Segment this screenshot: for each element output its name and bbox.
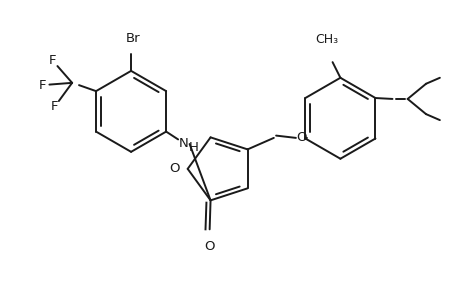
Text: F: F [51, 100, 58, 113]
Text: F: F [49, 54, 56, 67]
Text: CH₃: CH₃ [314, 33, 337, 46]
Text: N: N [179, 136, 188, 150]
Text: O: O [204, 240, 214, 253]
Text: F: F [39, 79, 46, 92]
Text: O: O [296, 131, 306, 144]
Text: O: O [168, 162, 179, 176]
Text: Br: Br [126, 32, 140, 45]
Text: H: H [188, 141, 198, 154]
